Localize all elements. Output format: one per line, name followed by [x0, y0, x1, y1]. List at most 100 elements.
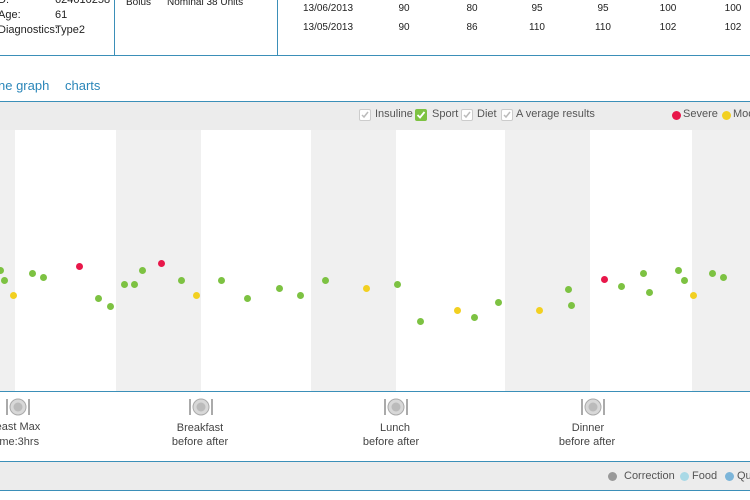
patient-id-value: 624010258 [55, 0, 111, 6]
quantity-legend-dot [725, 472, 734, 481]
meal-subtitle: before after [171, 436, 229, 448]
time-band [692, 130, 750, 391]
data-point[interactable] [494, 298, 502, 306]
data-point[interactable] [94, 294, 102, 302]
data-point[interactable] [243, 294, 251, 302]
table-cell: 110 [529, 22, 545, 33]
data-point[interactable] [674, 266, 682, 274]
data-point[interactable] [275, 284, 283, 292]
patient-age-value: 61 [55, 9, 68, 21]
table-cell: 100 [724, 3, 742, 14]
data-point[interactable] [470, 313, 478, 321]
insuline-checkbox[interactable] [359, 109, 371, 121]
charts-link[interactable]: charts [65, 78, 101, 93]
table-cell: 13/05/2013 [302, 22, 354, 33]
severe-legend-dot [672, 111, 681, 120]
data-point[interactable] [719, 273, 727, 281]
insuline-label[interactable]: Insuline [375, 108, 413, 120]
bottom-legend-bar: Correction Food Qu [0, 461, 750, 491]
data-point[interactable] [28, 269, 36, 277]
severe-legend-label: Severe [683, 108, 718, 120]
data-point[interactable] [600, 275, 608, 283]
data-point[interactable] [645, 288, 653, 296]
average-results-label[interactable]: A verage results [516, 108, 595, 120]
food-legend-dot [680, 472, 689, 481]
meal-title: Breakfast [176, 422, 224, 434]
data-point[interactable] [39, 273, 47, 281]
chart-axis-line [0, 391, 750, 392]
data-point[interactable] [217, 276, 225, 284]
data-point[interactable] [535, 306, 543, 314]
data-point[interactable] [106, 302, 114, 310]
food-legend-label: Food [692, 470, 718, 482]
line-graph-link[interactable]: ne graph [0, 78, 50, 93]
patient-age-label: Age: [0, 9, 21, 21]
quantity-legend-label: Qu [737, 470, 750, 482]
sport-checkbox[interactable] [415, 109, 427, 121]
info-divider [114, 0, 115, 55]
data-point[interactable] [138, 266, 146, 274]
patient-diagnostics-value: Type2 [55, 24, 85, 36]
data-point[interactable] [708, 269, 716, 277]
data-point[interactable] [564, 285, 572, 293]
moderate-legend-dot [722, 111, 731, 120]
table-cell: 86 [466, 22, 478, 33]
table-cell: 80 [466, 3, 478, 14]
filter-bar: Insuline Sport Diet A verage results Sev… [0, 101, 750, 131]
patient-diagnostics-label: Diagnostics: [0, 24, 58, 36]
data-point[interactable] [680, 276, 688, 284]
table-cell: 102 [724, 22, 742, 33]
meal-title: Lunch [380, 422, 410, 434]
data-point[interactable] [567, 301, 575, 309]
data-point[interactable] [9, 291, 17, 299]
meal-subtitle: ime:3hrs [0, 436, 40, 448]
diet-checkbox[interactable] [461, 109, 473, 121]
table-cell: 90 [398, 22, 410, 33]
plate-icon [3, 397, 33, 417]
data-point[interactable] [689, 291, 697, 299]
patient-id-label: D: [0, 0, 9, 6]
time-band [0, 130, 15, 391]
plate-icon [381, 397, 411, 417]
data-point[interactable] [75, 262, 83, 270]
data-point[interactable] [453, 306, 461, 314]
time-band [505, 130, 590, 391]
data-point[interactable] [296, 291, 304, 299]
data-point[interactable] [157, 259, 165, 267]
data-point[interactable] [321, 276, 329, 284]
table-cell: 95 [531, 3, 543, 14]
average-results-checkbox[interactable] [501, 109, 513, 121]
header-separator [0, 55, 750, 56]
meal-title: Dinner [571, 422, 605, 434]
table-cell: 95 [597, 3, 609, 14]
plate-icon [186, 397, 216, 417]
table-cell: 100 [659, 3, 677, 14]
meal-subtitle: before after [558, 436, 616, 448]
correction-legend-label: Correction [624, 470, 675, 482]
moderate-legend-label: Mod [733, 108, 750, 120]
data-point[interactable] [617, 282, 625, 290]
data-point[interactable] [0, 266, 4, 274]
glucose-scatter-chart [0, 130, 750, 391]
data-point[interactable] [120, 280, 128, 288]
sport-label[interactable]: Sport [432, 108, 459, 120]
insulin-label: Bolus [126, 0, 152, 8]
data-point[interactable] [130, 280, 138, 288]
meal-title: east Max [0, 421, 41, 433]
diet-label[interactable]: Diet [477, 108, 497, 120]
table-cell: 90 [398, 3, 410, 14]
insulin-value: Nominal 38 Units [167, 0, 244, 8]
data-point[interactable] [416, 317, 424, 325]
correction-legend-dot [608, 472, 617, 481]
data-point[interactable] [0, 276, 8, 284]
data-point[interactable] [639, 269, 647, 277]
data-point[interactable] [362, 284, 370, 292]
data-point[interactable] [393, 280, 401, 288]
plate-icon [578, 397, 608, 417]
table-cell: 102 [659, 22, 677, 33]
data-point[interactable] [177, 276, 185, 284]
time-band [311, 130, 396, 391]
data-point[interactable] [192, 291, 200, 299]
meal-subtitle: before after [362, 436, 420, 448]
table-cell: 110 [595, 22, 611, 33]
